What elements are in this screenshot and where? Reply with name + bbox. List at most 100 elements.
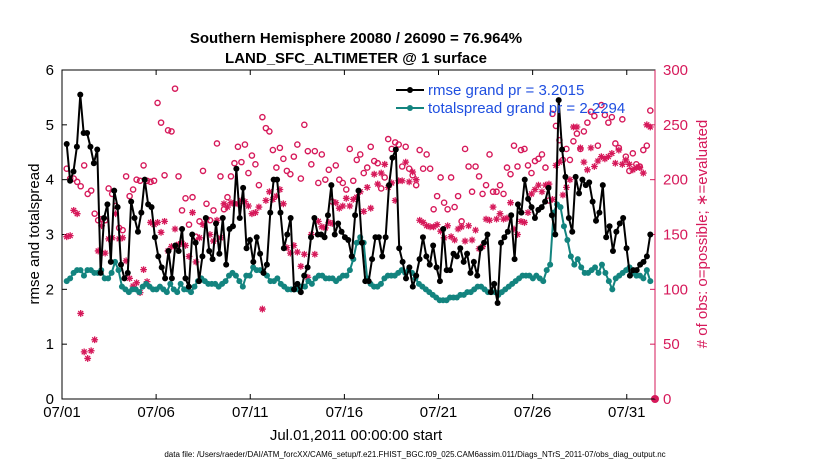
series-point (151, 234, 158, 241)
obs-evaluated-point (629, 166, 637, 174)
series-point (328, 182, 335, 189)
obs-evaluated-point (342, 194, 350, 202)
obs-possible-point (493, 188, 500, 196)
legend-spread-marker (407, 105, 413, 111)
obs-evaluated-point (377, 169, 385, 177)
footnote: data file: /Users/raeder/DAI/ATM_forcXX/… (164, 450, 665, 459)
series-point (640, 275, 647, 282)
series-point (263, 261, 270, 268)
obs-possible-point (133, 176, 140, 183)
obs-possible-point (346, 145, 354, 153)
obs-evaluated-point (381, 160, 389, 168)
obs-evaluated-point (332, 199, 340, 207)
obs-evaluated-point (447, 233, 455, 241)
x-axis-label: Jul.01,2011 00:00:00 start (270, 427, 443, 444)
series-point (606, 223, 613, 230)
obs-possible-point (640, 146, 647, 154)
obs-possible-point (185, 221, 193, 228)
series-point (308, 280, 315, 287)
obs-possible-point (524, 162, 532, 169)
series-point (277, 209, 284, 216)
obs-possible-point (252, 161, 259, 168)
series-point (191, 283, 198, 290)
obs-possible-point (573, 130, 581, 137)
obs-possible-point (182, 195, 189, 202)
obs-possible-point (486, 151, 493, 158)
series-point (560, 223, 567, 230)
series-point (311, 215, 318, 222)
obs-possible-point (465, 163, 472, 170)
obs-evaluated-point (252, 209, 259, 216)
obs-evaluated-point (157, 228, 165, 236)
series-point (206, 247, 213, 254)
series-point (605, 278, 612, 285)
obs-evaluated-point (395, 177, 403, 185)
obs-evaluated-point (419, 219, 427, 226)
obs-evaluated-point (314, 217, 322, 225)
series-point (474, 272, 481, 279)
obs-possible-point (276, 144, 284, 152)
series-point (377, 280, 384, 287)
series-point (620, 215, 627, 222)
series-point (199, 253, 206, 260)
series-point (165, 247, 172, 254)
obs-possible-point (290, 153, 298, 160)
obs-possible-point (482, 181, 490, 189)
obs-evaluated-point (196, 234, 203, 242)
series-point (107, 258, 114, 265)
series-point (477, 245, 484, 252)
series-point (307, 234, 314, 241)
obs-evaluated-point (161, 217, 168, 225)
series-point (543, 267, 550, 274)
series-point (433, 264, 440, 271)
obs-possible-point (140, 162, 147, 169)
series-point (167, 280, 174, 287)
series-point (70, 168, 77, 175)
obs-possible-point (433, 192, 441, 200)
series-point (177, 280, 184, 287)
obs-evaluated-point (360, 208, 368, 215)
series-point (426, 261, 433, 268)
series-point (599, 182, 606, 189)
series-point (209, 256, 216, 263)
obs-possible-point (255, 181, 263, 189)
obs-evaluated-point (507, 199, 514, 207)
obs-evaluated-point (433, 221, 441, 229)
obs-possible-point (384, 135, 392, 143)
x-axis-ticks: 07/01 07/06 07/11 07/16 07/21 07/26 07/31 (43, 70, 646, 421)
series-point (101, 215, 108, 222)
series-point (182, 275, 189, 282)
series-point (508, 212, 515, 219)
series-point (562, 173, 569, 180)
obs-evaluated-point (611, 159, 619, 167)
obs-evaluated-point (632, 164, 640, 172)
obs-evaluated-point (276, 186, 284, 193)
obs-evaluated-point (552, 162, 560, 169)
series-point (396, 245, 403, 252)
obs-possible-point (584, 119, 591, 126)
obs-evaluated-point (570, 123, 577, 131)
y-tick-label: 6 (46, 62, 54, 79)
obs-possible-point (447, 174, 455, 181)
series-point (114, 204, 121, 211)
obs-evaluated-point (622, 156, 630, 164)
series-point (369, 256, 376, 263)
obs-possible-point (405, 165, 413, 172)
obs-evaluated-point (608, 149, 616, 157)
series-point (525, 195, 532, 202)
obs-evaluated-point (444, 222, 452, 230)
series-point (578, 264, 585, 271)
obs-possible-point (84, 190, 91, 198)
series-point (138, 209, 145, 216)
series-point (640, 258, 647, 265)
series-point (416, 256, 423, 263)
obs-evaluated-point (140, 266, 147, 273)
obs-evaluated-point (129, 282, 137, 290)
series-point (602, 269, 609, 276)
obs-possible-point (238, 158, 245, 166)
series-point (379, 253, 386, 260)
series-point (134, 228, 141, 235)
series-point (243, 245, 250, 252)
series-point (63, 141, 70, 148)
series-point (87, 143, 94, 150)
